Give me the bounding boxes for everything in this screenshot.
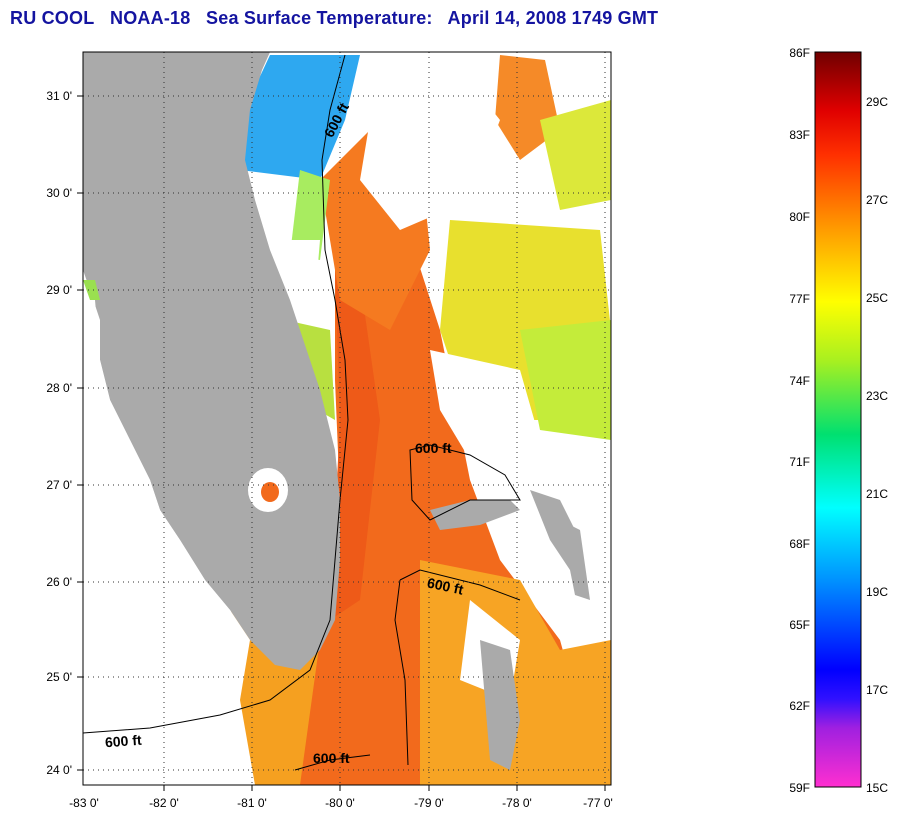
colorbar-f-label: 65F	[789, 618, 810, 632]
isobath-south	[294, 754, 371, 771]
isobath-label: 600 ft	[313, 750, 350, 766]
cool-water-edge	[290, 170, 330, 260]
lon-label: -77 0'	[583, 796, 613, 810]
lat-label: 29 0'	[46, 283, 72, 297]
colorbar-c-label: 19C	[866, 585, 889, 599]
cloud-west-coast	[280, 240, 320, 300]
lon-label: -79 0'	[414, 796, 444, 810]
lat-label: 27 0'	[46, 478, 72, 492]
cloud-east	[530, 440, 611, 600]
colorbar-f-label: 62F	[789, 699, 810, 713]
lake-okeechobee-sst	[261, 482, 279, 502]
title-product: Sea Surface Temperature:	[206, 8, 433, 28]
south-yellow-water	[420, 560, 611, 785]
cool-water-north	[235, 55, 360, 180]
axis-ticks	[77, 95, 606, 791]
colorbar-c-label: 25C	[866, 291, 889, 305]
colorbar-f-label: 83F	[789, 128, 810, 142]
cloud-north	[360, 70, 500, 230]
colorbar-f-label: 86F	[789, 46, 810, 60]
lat-label: 25 0'	[46, 670, 72, 684]
lat-label: 24 0'	[46, 763, 72, 777]
graticule	[83, 52, 611, 785]
colorbar-c-label: 21C	[866, 487, 889, 501]
lat-label: 28 0'	[46, 381, 72, 395]
grand-bahama-land	[430, 500, 520, 530]
colorbar-c-label: 15C	[866, 781, 889, 795]
colorbar-c-label: 29C	[866, 95, 889, 109]
colorbar-c-label: 27C	[866, 193, 889, 207]
title-satellite: NOAA-18	[110, 8, 191, 28]
yellow-patch-ne	[540, 100, 611, 210]
green-patch-east	[520, 320, 611, 440]
colorbar-c-label: 23C	[866, 389, 889, 403]
lon-label: -83 0'	[69, 796, 99, 810]
map-border	[82, 51, 612, 786]
isobath-florida	[83, 54, 349, 734]
title-org: RU COOL	[10, 8, 95, 28]
title-datetime: April 14, 2008 1749 GMT	[447, 8, 659, 28]
eleuthera-land	[560, 520, 590, 600]
map-title: RU COOL NOAA-18 Sea Surface Temperature:…	[10, 8, 658, 29]
colorbar-f-label: 80F	[789, 210, 810, 224]
lon-label: -78 0'	[502, 796, 532, 810]
colorbar-f-label: 68F	[789, 537, 810, 551]
colorbar-f-label: 71F	[789, 455, 810, 469]
isobath-label: 600 ft	[415, 440, 452, 456]
colorbar	[814, 51, 862, 788]
gulf-stream-warm-core	[330, 270, 380, 620]
colorbar-f-label: 74F	[789, 374, 810, 388]
isobath-bahamas-mid	[394, 569, 521, 766]
lat-label: 26 0'	[46, 575, 72, 589]
florida-land	[83, 52, 340, 670]
lon-label: -82 0'	[149, 796, 179, 810]
cloud-mid	[430, 350, 540, 460]
colorbar-f-label: 59F	[789, 781, 810, 795]
lon-label: -81 0'	[237, 796, 267, 810]
andros-land	[480, 640, 520, 770]
lon-label: -80 0'	[325, 796, 355, 810]
sst-image-layer	[83, 52, 611, 785]
isobath-bahamas-north	[409, 444, 521, 521]
lat-label: 30 0'	[46, 186, 72, 200]
colorbar-c-label: 17C	[866, 683, 889, 697]
colorbar-f-label: 77F	[789, 292, 810, 306]
gulf-coast-green	[83, 280, 100, 300]
lat-label: 31 0'	[46, 89, 72, 103]
gulf-coast-white	[83, 280, 250, 725]
isobath-label: 600 ft	[104, 731, 143, 751]
